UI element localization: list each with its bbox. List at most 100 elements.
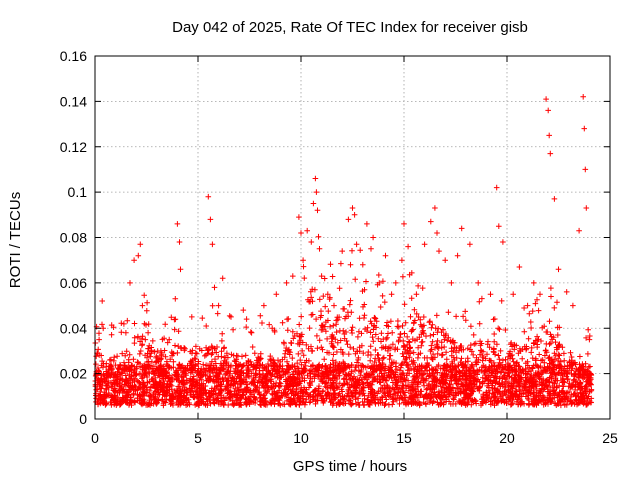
- data-point: [572, 392, 579, 399]
- data-point: [260, 393, 267, 399]
- data-point: [415, 351, 422, 358]
- data-point: [163, 389, 169, 396]
- data-point: [103, 401, 109, 407]
- data-point: [144, 374, 150, 380]
- data-point: [560, 375, 566, 382]
- data-point: [279, 393, 286, 399]
- data-point: [392, 377, 398, 383]
- data-point: [304, 391, 310, 397]
- data-point: [300, 263, 307, 270]
- data-point: [295, 381, 301, 388]
- data-point-peak: [308, 239, 315, 245]
- data-point: [528, 349, 534, 356]
- data-point: [348, 390, 355, 396]
- data-point: [119, 350, 125, 357]
- data-point: [243, 360, 250, 366]
- data-point: [495, 390, 501, 396]
- data-point: [462, 402, 469, 408]
- data-point: [315, 233, 322, 240]
- data-point: [540, 393, 546, 399]
- data-point: [540, 386, 547, 393]
- data-point-peak: [300, 257, 306, 263]
- data-point: [233, 376, 240, 382]
- data-point: [403, 372, 410, 378]
- data-point: [332, 394, 338, 400]
- data-point: [371, 359, 378, 365]
- x-tick-label: 5: [194, 430, 202, 446]
- data-point-peak: [349, 205, 356, 211]
- data-point: [117, 364, 123, 370]
- data-point: [138, 397, 145, 404]
- data-point: [468, 363, 475, 369]
- data-point: [103, 383, 110, 389]
- data-point: [200, 384, 206, 391]
- data-point: [385, 372, 392, 378]
- data-point-peak: [570, 302, 576, 309]
- data-point-peak: [496, 223, 502, 229]
- data-point: [137, 351, 143, 357]
- data-point: [427, 318, 433, 324]
- data-point: [486, 344, 493, 351]
- data-point-peak: [127, 280, 133, 286]
- data-point: [211, 399, 217, 406]
- data-point-peak: [436, 248, 442, 254]
- data-point: [434, 399, 441, 405]
- data-point: [564, 370, 571, 377]
- data-point: [126, 352, 133, 358]
- data-point: [336, 314, 342, 320]
- data-point: [558, 390, 564, 396]
- data-point: [323, 328, 329, 335]
- data-point: [268, 378, 275, 384]
- data-point: [407, 345, 413, 351]
- data-point: [488, 369, 495, 376]
- data-point: [351, 384, 358, 390]
- data-point: [383, 396, 390, 403]
- data-point: [177, 389, 184, 396]
- data-point: [394, 366, 400, 373]
- data-point: [447, 338, 454, 345]
- data-point: [400, 344, 407, 350]
- data-point: [465, 367, 472, 373]
- data-point: [401, 330, 408, 337]
- data-point: [180, 377, 187, 383]
- data-point: [486, 388, 492, 394]
- data-point: [438, 401, 444, 407]
- data-point: [552, 389, 559, 395]
- data-point: [97, 397, 104, 404]
- data-point: [265, 370, 271, 377]
- data-point: [461, 370, 467, 376]
- data-point: [227, 388, 234, 395]
- data-point: [292, 391, 299, 398]
- data-point: [397, 367, 403, 374]
- data-point: [450, 395, 456, 401]
- data-point: [509, 352, 515, 358]
- data-point: [206, 367, 213, 374]
- data-point: [284, 380, 291, 386]
- data-point: [485, 338, 491, 345]
- data-point: [204, 347, 211, 353]
- data-point: [298, 388, 304, 394]
- data-point: [285, 327, 291, 333]
- data-point: [454, 381, 460, 387]
- data-point: [434, 312, 440, 319]
- data-point: [329, 332, 336, 338]
- data-point: [215, 399, 222, 405]
- data-point: [172, 316, 179, 323]
- data-point: [302, 363, 309, 369]
- data-point: [430, 331, 437, 338]
- y-axis-label: ROTI / TECUs: [7, 192, 24, 288]
- data-point: [515, 372, 522, 378]
- data-point: [192, 356, 199, 362]
- data-point: [131, 320, 138, 327]
- data-point-peak: [580, 94, 586, 100]
- data-point: [341, 375, 348, 382]
- data-point: [491, 338, 497, 345]
- data-point: [332, 366, 339, 372]
- data-point: [546, 374, 553, 381]
- data-point: [197, 368, 204, 374]
- data-point: [141, 366, 148, 372]
- data-point: [284, 366, 290, 372]
- data-point: [266, 369, 273, 376]
- data-point: [122, 372, 129, 379]
